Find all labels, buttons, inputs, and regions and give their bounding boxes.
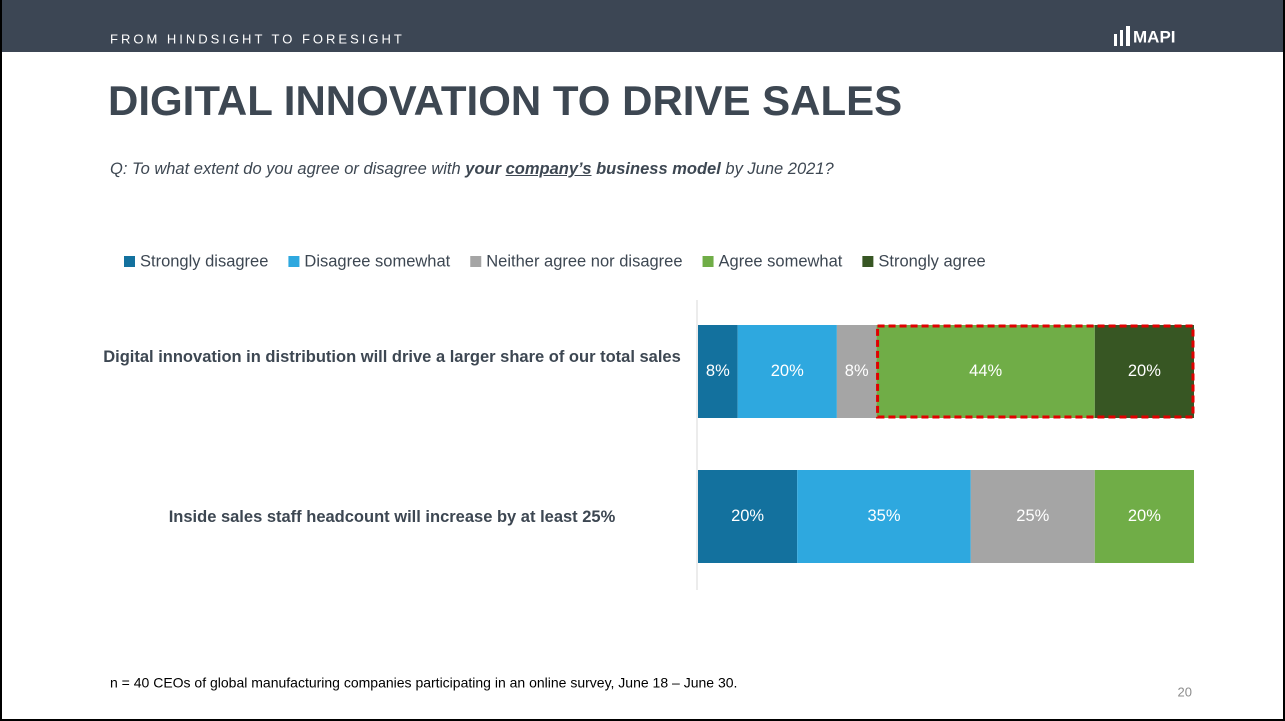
legend-swatch: [288, 256, 300, 267]
question-underline: company’s: [505, 160, 592, 178]
legend-swatch: [470, 256, 482, 267]
bar-segment: [1094, 470, 1194, 563]
bar-segment: [970, 470, 1095, 563]
legend-swatch: [702, 256, 714, 267]
data-label: 8%: [845, 362, 869, 380]
bar-segment: [797, 470, 971, 563]
legend-label: Neither agree nor disagree: [486, 252, 682, 270]
bar-segment: [876, 325, 1095, 418]
bar-segment: [698, 470, 798, 563]
bar-segment: [698, 325, 738, 418]
question-text: Q: To what extent do you agree or disagr…: [110, 160, 466, 178]
page-number: 20: [1178, 684, 1192, 699]
legend-swatch: [862, 256, 874, 267]
legend-label: Agree somewhat: [719, 252, 843, 270]
data-label: 20%: [731, 507, 764, 525]
slide-title: DIGITAL INNOVATION TO DRIVE SALES: [108, 77, 902, 124]
data-label: 44%: [969, 362, 1002, 380]
data-label: 35%: [867, 507, 900, 525]
row-label: Digital innovation in distribution will …: [103, 348, 681, 366]
logo-text: MAPI: [1133, 27, 1176, 46]
header-tagline: FROM HINDSIGHT TO FORESIGHT: [110, 31, 405, 46]
question-text: by June 2021?: [720, 160, 834, 178]
legend-label: Strongly agree: [878, 252, 985, 270]
bar-segment: [1094, 325, 1194, 418]
question: Q: To what extent do you agree or disagr…: [110, 160, 834, 179]
header-bar: [2, 0, 1283, 52]
legend-label: Disagree somewhat: [304, 252, 450, 270]
footnote: n = 40 CEOs of global manufacturing comp…: [110, 675, 737, 691]
legend-swatch: [124, 256, 135, 267]
row-label: Inside sales staff headcount will increa…: [168, 508, 616, 526]
bar-segment: [836, 325, 877, 418]
data-label: 20%: [1128, 507, 1161, 525]
question-bold: your: [465, 160, 506, 178]
data-label: 20%: [771, 362, 804, 380]
data-label: 20%: [1128, 362, 1161, 380]
data-label: 25%: [1016, 507, 1049, 525]
bar-segment: [737, 325, 837, 418]
question-bold: business model: [591, 160, 721, 178]
legend-label: Strongly disagree: [140, 252, 268, 270]
data-label: 8%: [706, 362, 730, 380]
highlight-box: [876, 324, 1195, 419]
logo-icon: [1114, 26, 1130, 46]
